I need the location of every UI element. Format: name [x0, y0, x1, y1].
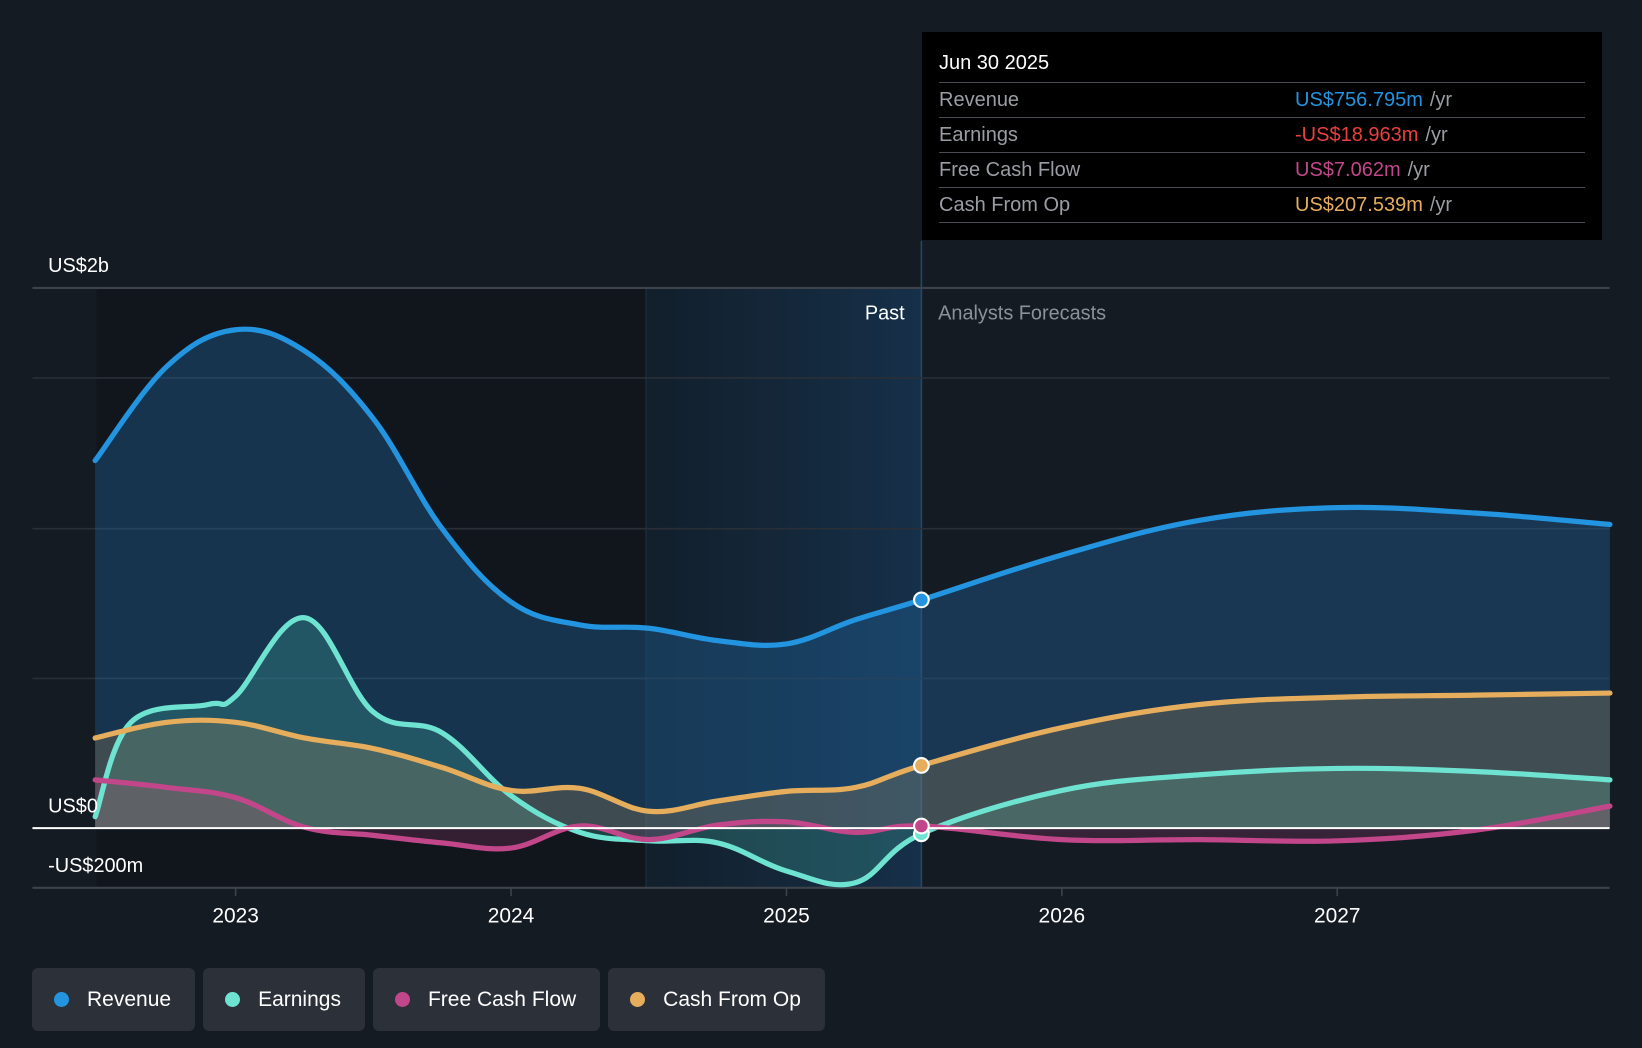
- legend-label: Free Cash Flow: [427, 987, 577, 1011]
- free-cash-flow-marker: [913, 817, 930, 835]
- legend-item-earnings[interactable]: Earnings: [203, 968, 365, 1031]
- x-tick-label: 2023: [212, 904, 259, 927]
- x-tick-label: 2026: [1039, 904, 1086, 927]
- legend-label: Revenue: [87, 987, 172, 1011]
- tooltip-unit: /yr: [1407, 159, 1430, 181]
- legend-item-revenue[interactable]: Revenue: [32, 968, 196, 1031]
- legend-label: Earnings: [258, 987, 341, 1011]
- y-tick-label: US$0: [48, 795, 98, 817]
- y-tick-label: -US$200m: [48, 855, 143, 877]
- x-tick-label: 2025: [763, 904, 810, 927]
- free-cash-flow-area: [95, 779, 1610, 849]
- tooltip-label: Cash From Op: [939, 194, 1071, 216]
- revenue-marker: [913, 591, 930, 609]
- x-tick-label: 2024: [488, 904, 535, 927]
- legend-dot-icon: [394, 992, 410, 1007]
- past-label: Past: [865, 302, 905, 324]
- tooltip-row-earnings: Earnings -US$18.963m /yr: [939, 118, 1585, 153]
- highlight-band: [645, 287, 922, 888]
- earnings-area: [95, 617, 1610, 885]
- legend-item-free-cash-flow[interactable]: Free Cash Flow: [372, 968, 601, 1031]
- tooltip-value: US$207.539m: [1295, 194, 1423, 216]
- tooltip-value: -US$18.963m: [1295, 124, 1419, 146]
- legend-item-cash-from-op[interactable]: Cash From Op: [608, 968, 825, 1031]
- legend: Revenue Earnings Free Cash Flow Cash Fro…: [32, 968, 825, 1031]
- cash-from-op-area: [95, 693, 1610, 829]
- legend-label: Cash From Op: [663, 987, 801, 1011]
- tooltip-date: Jun 30 2025: [939, 46, 1585, 83]
- earnings-line: [92, 615, 1613, 888]
- revenue-line: [92, 326, 1613, 648]
- tooltip-label: Earnings: [939, 124, 1018, 146]
- forecast-label: Analysts Forecasts: [938, 302, 1106, 324]
- y-tick-label: US$2b: [48, 255, 109, 277]
- legend-dot-icon: [225, 992, 241, 1007]
- legend-dot-icon: [630, 992, 646, 1007]
- tooltip-row-cash-from-op: Cash From Op US$207.539m /yr: [939, 188, 1585, 223]
- tooltip-unit: /yr: [1425, 124, 1448, 146]
- tooltip-row-free-cash-flow: Free Cash Flow US$7.062m /yr: [939, 153, 1585, 188]
- tooltip-row-revenue: Revenue US$756.795m /yr: [939, 83, 1585, 118]
- tooltip-value: US$756.795m: [1295, 89, 1423, 111]
- tooltip-unit: /yr: [1429, 194, 1453, 216]
- tooltip-value: US$7.062m: [1295, 159, 1401, 181]
- tooltip-label: Revenue: [939, 89, 1020, 111]
- cash-from-op-line: [92, 690, 1613, 815]
- cash-from-op-marker: [913, 757, 930, 774]
- tooltip-label: Free Cash Flow: [939, 159, 1081, 181]
- x-tick-label: 2027: [1314, 904, 1361, 927]
- legend-dot-icon: [54, 992, 69, 1007]
- tooltip-unit: /yr: [1429, 89, 1453, 111]
- tooltip: Jun 30 2025 Revenue US$756.795m /yr Earn…: [922, 32, 1602, 240]
